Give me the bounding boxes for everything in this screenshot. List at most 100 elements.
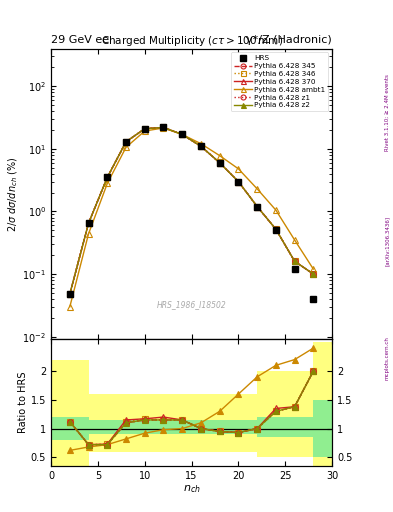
HRS [180,132,185,138]
Line: Pythia 6.428 346: Pythia 6.428 346 [67,125,316,297]
Pythia 6.428 ambt1 [180,132,185,138]
Pythia 6.428 346 [124,139,129,145]
HRS [311,296,316,302]
HRS [142,125,147,132]
HRS [292,266,297,272]
Pythia 6.428 370 [68,291,72,297]
Pythia 6.428 346 [292,258,297,264]
Pythia 6.428 345 [255,203,259,209]
Pythia 6.428 z2 [142,125,147,132]
Line: Pythia 6.428 ambt1: Pythia 6.428 ambt1 [67,125,316,310]
HRS [274,227,278,233]
Pythia 6.428 z2 [255,203,259,209]
Pythia 6.428 z1 [68,291,72,297]
Pythia 6.428 370 [86,220,91,226]
Pythia 6.428 ambt1 [274,207,278,213]
Pythia 6.428 345 [217,160,222,166]
Pythia 6.428 z1 [236,179,241,185]
Text: [arXiv:1306.3436]: [arXiv:1306.3436] [385,216,390,266]
Text: HRS_1986_I18502: HRS_1986_I18502 [157,300,226,309]
HRS [217,160,222,166]
Pythia 6.428 370 [180,132,185,138]
Text: γ*/Z (Hadronic): γ*/Z (Hadronic) [246,35,332,45]
Pythia 6.428 346 [311,271,316,277]
Pythia 6.428 z2 [217,160,222,166]
Pythia 6.428 z2 [236,179,241,185]
Pythia 6.428 z1 [124,139,129,145]
Pythia 6.428 345 [124,139,129,145]
Pythia 6.428 370 [274,226,278,232]
Text: Rivet 3.1.10; ≥ 2.4M events: Rivet 3.1.10; ≥ 2.4M events [385,74,390,151]
Pythia 6.428 345 [198,143,203,150]
Text: mcplots.cern.ch: mcplots.cern.ch [385,336,390,380]
Pythia 6.428 346 [68,291,72,297]
Pythia 6.428 ambt1 [292,237,297,243]
Pythia 6.428 370 [255,203,259,209]
Pythia 6.428 ambt1 [68,304,72,310]
Line: Pythia 6.428 z1: Pythia 6.428 z1 [67,125,316,297]
Pythia 6.428 z1 [311,271,316,277]
Pythia 6.428 z2 [311,271,316,277]
Pythia 6.428 370 [105,175,110,181]
Pythia 6.428 370 [217,160,222,166]
Line: Pythia 6.428 z2: Pythia 6.428 z2 [67,125,316,297]
Pythia 6.428 346 [198,143,203,150]
Y-axis label: Ratio to HRS: Ratio to HRS [18,372,28,434]
Pythia 6.428 ambt1 [105,180,110,186]
Pythia 6.428 z1 [161,124,166,131]
Pythia 6.428 z1 [255,203,259,209]
Pythia 6.428 345 [68,291,72,297]
Pythia 6.428 346 [236,179,241,185]
Pythia 6.428 z1 [292,258,297,264]
Pythia 6.428 z2 [86,220,91,226]
Pythia 6.428 z2 [198,143,203,150]
Pythia 6.428 346 [180,132,185,138]
HRS [86,220,91,226]
Pythia 6.428 346 [161,124,166,131]
Title: Charged Multiplicity$\;(c\tau > 100\,\mathrm{mm})$: Charged Multiplicity$\;(c\tau > 100\,\ma… [101,34,283,49]
Pythia 6.428 z1 [86,220,91,226]
Pythia 6.428 370 [161,124,166,131]
Pythia 6.428 z2 [180,132,185,138]
HRS [255,203,259,209]
Pythia 6.428 345 [292,258,297,264]
Pythia 6.428 z1 [198,143,203,150]
Pythia 6.428 z2 [124,139,129,145]
HRS [105,175,110,181]
Pythia 6.428 ambt1 [198,141,203,147]
Pythia 6.428 346 [255,203,259,209]
Line: Pythia 6.428 370: Pythia 6.428 370 [67,125,316,297]
Pythia 6.428 z1 [105,175,110,181]
HRS [124,139,129,145]
Pythia 6.428 z2 [274,226,278,232]
Pythia 6.428 370 [198,143,203,150]
Y-axis label: $2/\sigma\;d\sigma/dn_{ch}\;(\%)$: $2/\sigma\;d\sigma/dn_{ch}\;(\%)$ [6,156,20,232]
HRS [161,124,166,131]
Pythia 6.428 ambt1 [124,144,129,151]
Pythia 6.428 345 [142,125,147,132]
Pythia 6.428 z2 [292,258,297,264]
Pythia 6.428 345 [311,271,316,277]
Pythia 6.428 370 [236,179,241,185]
Pythia 6.428 345 [274,226,278,232]
HRS [68,291,72,297]
Pythia 6.428 345 [86,220,91,226]
Pythia 6.428 ambt1 [161,125,166,131]
Pythia 6.428 ambt1 [255,186,259,192]
X-axis label: $n_{ch}$: $n_{ch}$ [183,483,200,495]
Pythia 6.428 370 [124,139,129,145]
Pythia 6.428 z2 [105,175,110,181]
Pythia 6.428 346 [86,220,91,226]
Line: Pythia 6.428 345: Pythia 6.428 345 [67,125,316,297]
Pythia 6.428 370 [142,125,147,132]
Pythia 6.428 370 [292,258,297,264]
Pythia 6.428 ambt1 [311,266,316,272]
Pythia 6.428 z2 [68,291,72,297]
Pythia 6.428 ambt1 [142,128,147,134]
Pythia 6.428 z1 [142,125,147,132]
Pythia 6.428 346 [142,125,147,132]
Pythia 6.428 z2 [161,124,166,131]
Pythia 6.428 370 [311,271,316,277]
Pythia 6.428 346 [274,226,278,232]
Pythia 6.428 z1 [217,160,222,166]
